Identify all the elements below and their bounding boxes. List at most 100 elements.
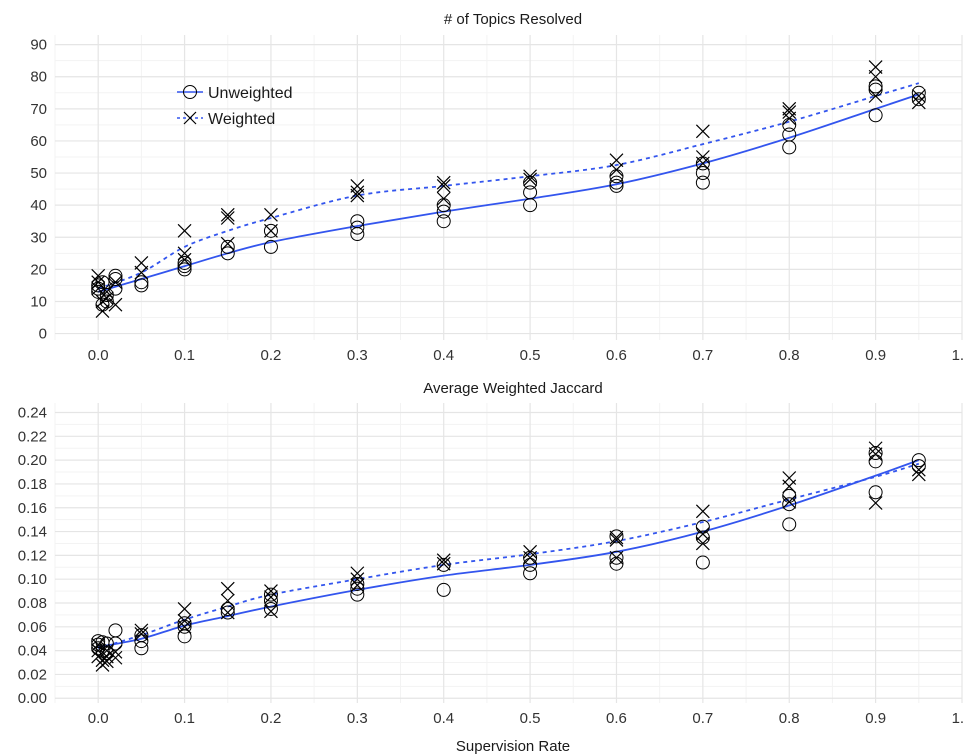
y-tick-label: 0.12 <box>18 547 47 564</box>
x-tick-label: 0.3 <box>347 710 368 727</box>
point-weighted <box>220 236 235 251</box>
x-tick-label: 0.4 <box>433 710 454 727</box>
point-unweighted <box>177 629 192 644</box>
y-tick-label: 0.10 <box>18 571 47 588</box>
smooth-line-unweighted <box>98 459 920 648</box>
smooth-line-weighted <box>97 462 920 650</box>
point-weighted <box>264 590 278 604</box>
point-weighted <box>95 304 110 319</box>
x-tick-label: 0.9 <box>865 347 886 364</box>
x-axis-title: Supervision Rate <box>456 738 570 755</box>
point-unweighted <box>609 529 624 544</box>
x-tick-label: 0.1 <box>174 710 195 727</box>
y-tick-label: 0.22 <box>18 428 47 445</box>
point-unweighted <box>868 485 883 500</box>
y-tick-label: 0.00 <box>18 690 47 707</box>
point-weighted <box>609 530 624 545</box>
point-weighted <box>868 441 883 456</box>
point-weighted <box>108 644 123 659</box>
x-tick-label: 0.2 <box>261 347 282 364</box>
data-points <box>91 60 926 319</box>
point-weighted <box>134 623 149 638</box>
point-weighted <box>177 252 192 267</box>
point-unweighted <box>134 641 149 656</box>
point-unweighted <box>177 262 192 277</box>
point-weighted <box>782 105 797 119</box>
panel-title: Average Weighted Jaccard <box>423 380 603 397</box>
x-tick-label: 0.5 <box>520 347 541 364</box>
point-unweighted <box>350 581 365 596</box>
point-unweighted <box>695 166 710 181</box>
x-tick-label: 0.6 <box>606 710 627 727</box>
point-unweighted <box>99 294 114 309</box>
y-tick-label: 80 <box>30 69 47 86</box>
point-unweighted <box>436 204 451 219</box>
panel-title: # of Topics Resolved <box>444 11 582 28</box>
point-unweighted <box>95 275 110 290</box>
point-weighted <box>108 297 123 312</box>
point-weighted <box>350 185 365 200</box>
point-unweighted <box>108 636 123 651</box>
y-axis-ticks: 0.00 0.02 0.04 0.06 0.08 0.10 0.12 0.14 0.16 0.18… <box>18 405 47 708</box>
x-tick-label: 0.1 <box>174 347 195 364</box>
y-tick-label: 0.06 <box>18 619 47 636</box>
point-weighted <box>99 284 114 299</box>
point-weighted <box>782 111 797 126</box>
point-weighted <box>868 496 883 510</box>
x-tick-label: 0.7 <box>692 347 713 364</box>
point-unweighted <box>695 175 710 190</box>
point-weighted <box>782 494 797 509</box>
point-weighted <box>609 550 624 565</box>
point-weighted <box>264 584 278 599</box>
legend-label-weighted: Weighted <box>208 111 275 128</box>
point-unweighted <box>350 587 365 602</box>
point-weighted <box>91 637 106 652</box>
point-weighted <box>350 188 365 203</box>
x-tick-label: 0.6 <box>606 347 627 364</box>
point-unweighted <box>911 453 926 468</box>
point-weighted <box>220 605 235 620</box>
y-tick-label: 0.24 <box>18 405 47 422</box>
y-tick-label: 0.14 <box>18 524 47 541</box>
point-weighted <box>911 95 926 110</box>
point-weighted <box>99 654 114 669</box>
point-weighted <box>99 643 114 658</box>
point-unweighted <box>436 582 451 597</box>
point-weighted <box>350 566 365 581</box>
x-tick-label: 0.9 <box>865 710 886 727</box>
point-weighted <box>177 619 192 634</box>
point-weighted <box>868 69 883 84</box>
y-tick-label: 90 <box>30 37 47 54</box>
point-weighted <box>220 207 235 222</box>
point-weighted <box>436 556 451 571</box>
point-unweighted <box>782 140 797 155</box>
x-tick-label: 0.0 <box>88 710 109 727</box>
point-unweighted <box>436 214 451 229</box>
grid <box>54 403 963 703</box>
point-weighted <box>95 294 110 309</box>
point-unweighted <box>263 593 278 608</box>
point-weighted <box>264 604 278 619</box>
point-unweighted <box>263 239 278 254</box>
point-unweighted <box>782 497 797 512</box>
point-unweighted <box>220 246 235 261</box>
point-weighted <box>436 178 451 193</box>
point-unweighted <box>263 587 278 602</box>
point-weighted <box>264 207 278 222</box>
panel-weighted-jaccard: Average Weighted Jaccard 0.000.020.040.0… <box>18 380 963 755</box>
point-unweighted <box>868 108 883 123</box>
point-weighted <box>911 89 926 103</box>
y-tick-label: 60 <box>30 133 47 150</box>
point-unweighted <box>263 601 278 616</box>
point-unweighted <box>91 284 106 299</box>
point-weighted <box>868 60 883 75</box>
x-tick-label: 0.8 <box>779 710 800 727</box>
legend-label-unweighted: Unweighted <box>208 85 293 102</box>
point-weighted <box>911 462 926 477</box>
point-unweighted <box>523 198 538 213</box>
smooth-line-unweighted <box>97 93 920 293</box>
point-weighted <box>695 527 710 541</box>
point-weighted <box>523 544 538 559</box>
smooth-line-weighted <box>97 82 920 290</box>
